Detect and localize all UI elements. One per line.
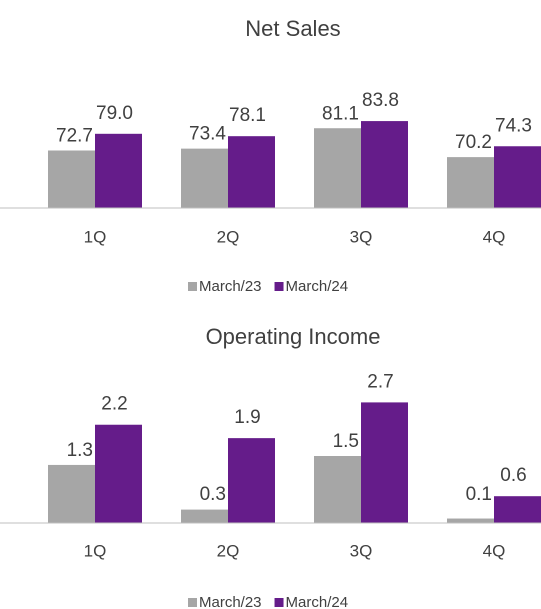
data-label: 78.1 bbox=[229, 105, 266, 126]
x-tick-label: 3Q bbox=[350, 227, 373, 246]
bar bbox=[95, 133, 142, 208]
legend-label: March/24 bbox=[286, 594, 349, 609]
data-label: 72.7 bbox=[56, 126, 93, 147]
data-label: 1.9 bbox=[234, 407, 260, 428]
data-label: 2.2 bbox=[101, 394, 127, 415]
data-label: 74.3 bbox=[495, 115, 532, 136]
x-tick-label: 4Q bbox=[483, 541, 506, 560]
legend-swatch bbox=[274, 282, 284, 291]
data-label: 81.1 bbox=[322, 103, 359, 124]
x-tick-label: 4Q bbox=[483, 227, 506, 246]
data-label: 1.3 bbox=[67, 440, 93, 461]
legend-label: March/23 bbox=[199, 278, 262, 295]
chart-title: Operating Income bbox=[206, 324, 381, 349]
legend-swatch bbox=[188, 598, 197, 607]
data-label: 1.5 bbox=[333, 431, 359, 452]
legend-label: March/24 bbox=[286, 278, 349, 295]
bar bbox=[48, 464, 95, 523]
bar bbox=[447, 518, 494, 523]
data-label: 0.3 bbox=[200, 484, 226, 505]
data-label: 2.7 bbox=[367, 371, 393, 392]
legend-swatch bbox=[274, 598, 284, 607]
bar bbox=[181, 148, 228, 208]
bar bbox=[314, 128, 361, 208]
data-label: 73.4 bbox=[189, 124, 226, 145]
x-tick-label: 1Q bbox=[84, 227, 107, 246]
legend-swatch bbox=[188, 282, 197, 291]
bar bbox=[95, 424, 142, 523]
bar bbox=[181, 509, 228, 523]
chart-title: Net Sales bbox=[245, 16, 340, 41]
data-label: 70.2 bbox=[455, 132, 492, 153]
x-tick-label: 2Q bbox=[217, 541, 240, 560]
bar bbox=[361, 121, 408, 208]
data-label: 83.8 bbox=[362, 90, 399, 111]
bar bbox=[48, 150, 95, 208]
x-tick-label: 2Q bbox=[217, 227, 240, 246]
x-tick-label: 1Q bbox=[84, 541, 107, 560]
bar bbox=[447, 157, 494, 208]
data-label: 0.1 bbox=[466, 484, 492, 505]
bar bbox=[314, 456, 361, 523]
bar bbox=[494, 496, 541, 523]
bar bbox=[228, 438, 275, 523]
x-tick-label: 3Q bbox=[350, 541, 373, 560]
bar bbox=[228, 136, 275, 208]
legend-label: March/23 bbox=[199, 594, 262, 609]
bar bbox=[361, 402, 408, 523]
bar bbox=[494, 146, 541, 208]
data-label: 0.6 bbox=[500, 465, 526, 486]
data-label: 79.0 bbox=[96, 103, 133, 124]
